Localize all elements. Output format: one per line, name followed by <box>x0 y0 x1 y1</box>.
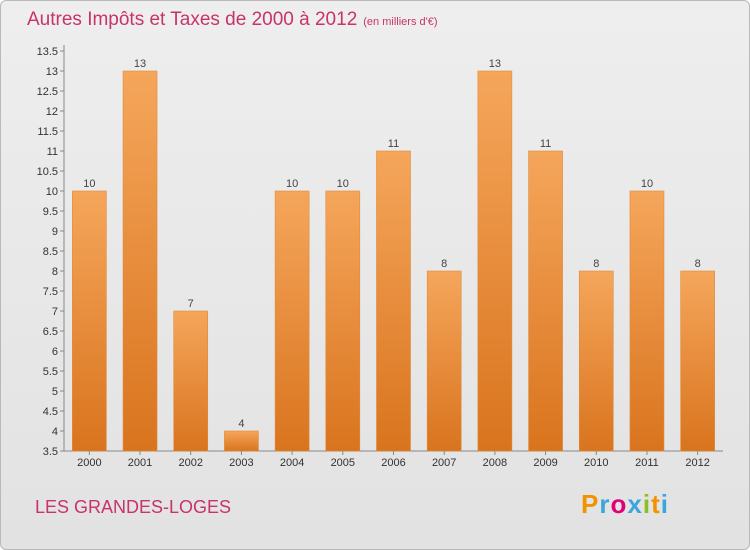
logo-letter: o <box>610 489 628 519</box>
bar <box>528 150 563 452</box>
bar <box>578 270 614 452</box>
bar-value-label: 10 <box>83 178 95 190</box>
y-tick-label: 4.5 <box>43 406 58 418</box>
x-tick-label: 2010 <box>584 457 608 469</box>
x-tick-label: 2006 <box>381 457 405 469</box>
y-tick-label: 6.5 <box>43 326 58 338</box>
y-tick-label: 5.5 <box>43 366 58 378</box>
logo-letter: x <box>627 489 643 519</box>
bar <box>173 310 209 452</box>
x-tick-label: 2007 <box>432 457 456 469</box>
x-tick-label: 2001 <box>128 457 152 469</box>
bar <box>274 190 310 452</box>
y-tick-label: 12.5 <box>37 86 58 98</box>
y-tick-label: 13 <box>46 66 58 78</box>
y-tick-label: 5 <box>52 386 58 398</box>
bar-value-label: 11 <box>540 138 551 150</box>
chart-title: Autres Impôts et Taxes de 2000 à 2012 (en… <box>27 9 438 31</box>
bar <box>680 270 715 452</box>
bar-value-label: 8 <box>695 258 701 270</box>
y-tick-label: 9.5 <box>43 206 58 218</box>
y-tick-label: 13.5 <box>37 46 58 58</box>
y-tick-label: 9 <box>52 226 58 238</box>
chart-unit: (en milliers d'€) <box>363 16 438 28</box>
x-tick-label: 2004 <box>280 457 304 469</box>
logo-letter: i <box>642 489 652 519</box>
y-tick-label: 7 <box>52 306 58 318</box>
x-tick-label: 2009 <box>533 457 557 469</box>
bar-value-label: 10 <box>286 178 298 190</box>
y-tick-label: 8 <box>52 266 58 278</box>
bar-value-label: 13 <box>489 58 501 70</box>
bar-value-label: 10 <box>641 178 653 190</box>
logo-letter: r <box>599 489 611 519</box>
bar-value-label: 10 <box>337 178 349 190</box>
y-tick-label: 7.5 <box>43 286 58 298</box>
y-tick-label: 12 <box>46 106 58 118</box>
y-tick-label: 10 <box>46 186 58 198</box>
x-tick-label: 2000 <box>77 457 101 469</box>
bar <box>122 70 158 452</box>
x-tick-label: 2003 <box>229 457 253 469</box>
bar-value-label: 13 <box>134 58 146 70</box>
y-tick-label: 10.5 <box>37 166 58 178</box>
x-tick-label: 2005 <box>331 457 355 469</box>
bar-value-label: 4 <box>238 418 244 430</box>
y-tick-label: 11.5 <box>37 126 58 138</box>
bar-value-label: 11 <box>388 138 399 150</box>
bar <box>426 270 462 452</box>
logo-letter: P <box>581 489 600 519</box>
bar <box>629 190 665 452</box>
bar-value-label: 7 <box>188 298 194 310</box>
logo-letter: t <box>651 489 661 519</box>
bar <box>477 70 513 452</box>
x-tick-label: 2002 <box>178 457 202 469</box>
proxiti-logo: Proxiti <box>581 489 669 520</box>
y-tick-label: 8.5 <box>43 246 58 258</box>
y-tick-label: 6 <box>52 346 58 358</box>
bar <box>224 430 259 452</box>
x-tick-label: 2008 <box>483 457 507 469</box>
y-tick-label: 3.5 <box>43 446 58 458</box>
bar <box>376 150 411 452</box>
bar <box>325 190 361 452</box>
x-tick-label: 2011 <box>635 457 659 469</box>
y-tick-label: 11 <box>47 146 58 158</box>
logo-letter: i <box>660 489 669 519</box>
x-tick-label: 2012 <box>685 457 709 469</box>
bar <box>72 190 107 452</box>
chart-title-text: Autres Impôts et Taxes de 2000 à 2012 <box>27 9 358 30</box>
y-tick-label: 4 <box>52 426 58 438</box>
bar-value-label: 8 <box>441 258 447 270</box>
bar-value-label: 8 <box>593 258 599 270</box>
commune-name: LES GRANDES-LOGES <box>35 497 232 517</box>
